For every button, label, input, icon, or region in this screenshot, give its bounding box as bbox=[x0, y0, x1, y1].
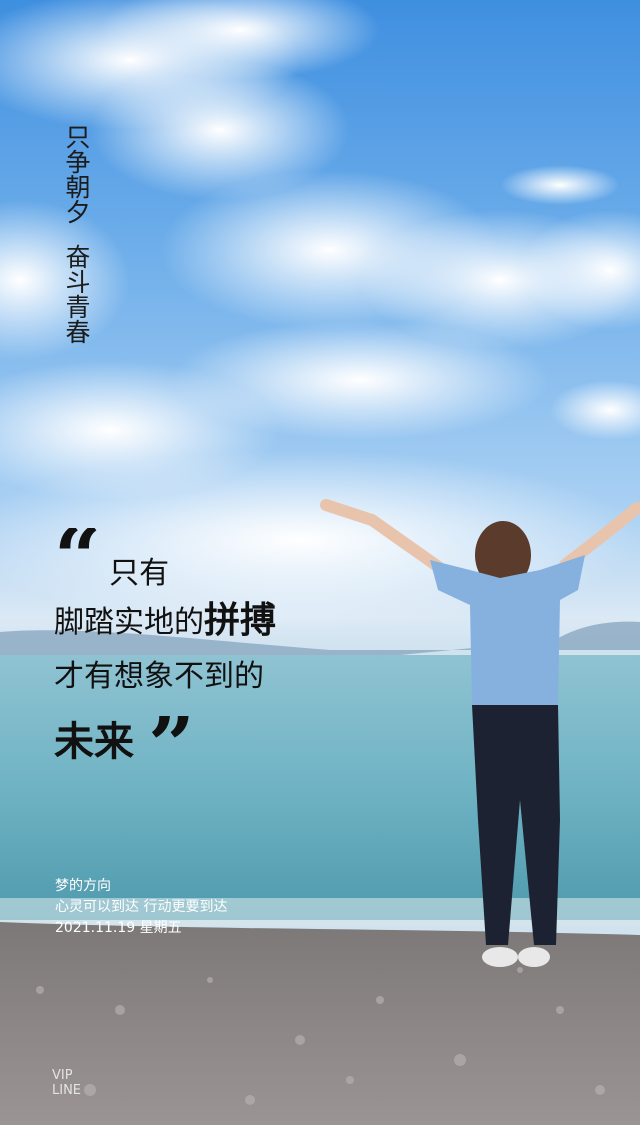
quote-line-2: 脚踏实地的拼搏 bbox=[54, 596, 394, 646]
watermark: VIP LINE bbox=[52, 1068, 81, 1098]
pebble-beach bbox=[0, 922, 640, 1125]
quote-line-2-bold: 拼搏 bbox=[204, 600, 277, 641]
distant-hills bbox=[0, 621, 640, 655]
open-quote-mark: “ bbox=[54, 528, 102, 578]
clouds bbox=[0, 0, 640, 630]
quote-block: “只有 脚踏实地的拼搏 才有想象不到的 未来 ” bbox=[54, 528, 394, 772]
quote-line-4-bold: 未来 bbox=[54, 719, 134, 765]
watermark-line-2: LINE bbox=[52, 1083, 82, 1098]
vertical-slogan-line2: 奋斗青春 bbox=[62, 244, 91, 344]
vertical-slogan: 只争朝夕 奋斗青春 bbox=[58, 124, 91, 344]
caption-line-2: 心灵可以到达 行动更要到达 bbox=[55, 899, 228, 915]
woman-figure bbox=[320, 499, 640, 967]
quote-line-1: 只有 bbox=[109, 556, 170, 591]
quote-line-2-prefix: 脚踏实地的 bbox=[54, 605, 204, 640]
caption-line-1: 梦的方向 bbox=[55, 878, 111, 894]
vertical-slogan-line1: 只争朝夕 bbox=[62, 124, 91, 224]
quote-line-3: 才有想象不到的 bbox=[54, 659, 264, 694]
close-quote-mark: ” bbox=[148, 716, 196, 766]
caption-date: 2021.11.19 星期五 bbox=[55, 920, 182, 936]
watermark-line-1: VIP bbox=[52, 1068, 73, 1083]
caption: 梦的方向 心灵可以到达 行动更要到达 2021.11.19 星期五 bbox=[55, 876, 227, 939]
